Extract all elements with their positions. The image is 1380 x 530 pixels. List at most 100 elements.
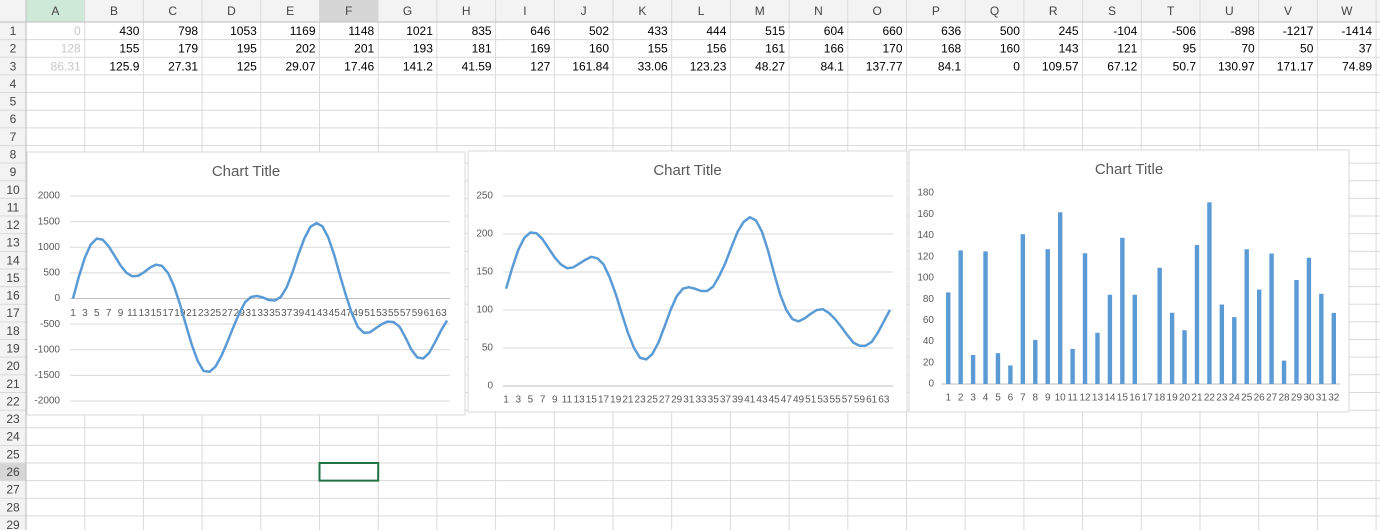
row-header[interactable]: 24 (6, 430, 20, 444)
cell-value[interactable]: 433 (648, 24, 668, 38)
cell-value[interactable]: 37 (1359, 42, 1373, 56)
cell-value[interactable]: 201 (354, 42, 374, 56)
column-header[interactable]: D (227, 4, 236, 18)
cell-value[interactable]: -506 (1172, 24, 1196, 38)
column-header[interactable]: M (755, 4, 765, 18)
cell-value[interactable]: 128 (61, 42, 81, 56)
cell-value[interactable]: 86.31 (51, 59, 81, 73)
cell-value[interactable]: 121 (1117, 42, 1137, 56)
row-header[interactable]: 29 (6, 518, 20, 530)
row-header[interactable]: 27 (6, 483, 20, 497)
column-header[interactable]: C (168, 4, 177, 18)
cell-value[interactable]: 1148 (348, 24, 374, 38)
cell-value[interactable]: 430 (119, 24, 139, 38)
column-header[interactable]: G (403, 4, 412, 18)
cell-value[interactable]: 27.31 (168, 59, 198, 73)
row-header[interactable]: 5 (10, 95, 17, 109)
cell-value[interactable]: 660 (882, 24, 902, 38)
cell-value[interactable]: 0 (1013, 59, 1020, 73)
cell-value[interactable]: 0 (74, 24, 81, 38)
cell-value[interactable]: 171.17 (1277, 59, 1314, 73)
cell-value[interactable]: 168 (941, 42, 961, 56)
column-header[interactable]: N (814, 4, 823, 18)
row-header[interactable]: 9 (10, 165, 17, 179)
cell-value[interactable]: 170 (882, 42, 902, 56)
row-header[interactable]: 11 (7, 200, 20, 214)
cell-value[interactable]: 202 (295, 42, 315, 56)
cell-value[interactable]: 141.2 (403, 59, 433, 73)
cell-value[interactable]: 50 (1300, 42, 1314, 56)
cell-value[interactable]: 95 (1183, 42, 1197, 56)
row-header[interactable]: 21 (6, 377, 20, 391)
row-header[interactable]: 28 (6, 500, 20, 514)
cell-value[interactable]: 29.07 (285, 59, 315, 73)
column-header[interactable]: L (698, 4, 705, 18)
column-header[interactable]: V (1284, 4, 1292, 18)
row-header[interactable]: 14 (6, 253, 20, 267)
row-header[interactable]: 1 (10, 24, 17, 38)
cell-value[interactable]: 1169 (290, 24, 316, 38)
cell-value[interactable]: 835 (472, 24, 492, 38)
column-header[interactable]: E (286, 4, 294, 18)
column-header[interactable]: R (1049, 4, 1058, 18)
cell-value[interactable]: 84.1 (820, 59, 844, 73)
column-header[interactable]: J (581, 4, 587, 18)
row-header[interactable]: 20 (6, 359, 20, 373)
chart-area[interactable] (467, 150, 908, 413)
cell-value[interactable]: 798 (178, 24, 198, 38)
selected-cell[interactable] (318, 462, 380, 482)
column-header[interactable]: K (638, 4, 646, 18)
cell-value[interactable]: 160 (589, 42, 609, 56)
cell-value[interactable]: -898 (1231, 24, 1255, 38)
row-header[interactable]: 8 (10, 147, 17, 161)
cell-value[interactable]: 1053 (230, 24, 257, 38)
cell-value[interactable]: 160 (1000, 42, 1020, 56)
cell-value[interactable]: 515 (765, 24, 785, 38)
column-header[interactable]: F (345, 4, 352, 18)
cell-value[interactable]: 50.7 (1173, 59, 1197, 73)
cell-value[interactable]: 646 (530, 24, 550, 38)
cell-value[interactable]: 500 (1000, 24, 1020, 38)
cell-value[interactable]: 155 (119, 42, 139, 56)
cell-value[interactable]: 181 (472, 42, 492, 56)
cell-value[interactable]: 193 (413, 42, 433, 56)
chart-area[interactable] (908, 149, 1350, 413)
row-header[interactable]: 22 (6, 394, 20, 408)
cell-value[interactable]: 127 (530, 59, 550, 73)
row-header[interactable]: 12 (6, 218, 20, 232)
row-header[interactable]: 23 (6, 412, 20, 426)
cell-value[interactable]: 137.77 (866, 59, 903, 73)
cell-value[interactable]: 444 (706, 24, 726, 38)
column-header[interactable]: W (1341, 4, 1353, 18)
row-header[interactable]: 4 (10, 77, 17, 91)
row-header[interactable]: 6 (10, 112, 17, 126)
row-header[interactable]: 13 (6, 236, 20, 250)
column-header[interactable]: A (51, 4, 59, 18)
cell-value[interactable]: 70 (1241, 42, 1255, 56)
row-header[interactable]: 7 (10, 130, 17, 144)
row-header[interactable]: 15 (6, 271, 20, 285)
cell-value[interactable]: 48.27 (755, 59, 785, 73)
row-header[interactable]: 17 (6, 306, 20, 320)
cell-value[interactable]: 109.57 (1042, 59, 1079, 73)
column-header[interactable]: I (523, 4, 526, 18)
row-header[interactable]: 19 (6, 342, 20, 356)
column-header[interactable]: U (1225, 4, 1234, 18)
cell-value[interactable]: -1414 (1341, 24, 1372, 38)
row-header[interactable]: 10 (6, 183, 20, 197)
column-header[interactable]: H (462, 4, 471, 18)
cell-value[interactable]: 130.97 (1218, 59, 1255, 73)
cell-value[interactable]: 123.23 (690, 59, 727, 73)
cell-value[interactable]: 125.9 (109, 59, 139, 73)
cell-value[interactable]: 41.59 (462, 59, 492, 73)
cell-value[interactable]: 169 (530, 42, 550, 56)
cell-value[interactable]: -1217 (1283, 24, 1314, 38)
row-header[interactable]: 25 (6, 447, 20, 461)
cell-value[interactable]: 84.1 (938, 59, 962, 73)
cell-value[interactable]: 195 (237, 42, 257, 56)
column-header[interactable]: O (872, 4, 881, 18)
cell-value[interactable]: 166 (824, 42, 844, 56)
column-header[interactable]: T (1167, 4, 1175, 18)
row-header[interactable]: 3 (10, 59, 17, 73)
column-header[interactable]: Q (990, 4, 999, 18)
